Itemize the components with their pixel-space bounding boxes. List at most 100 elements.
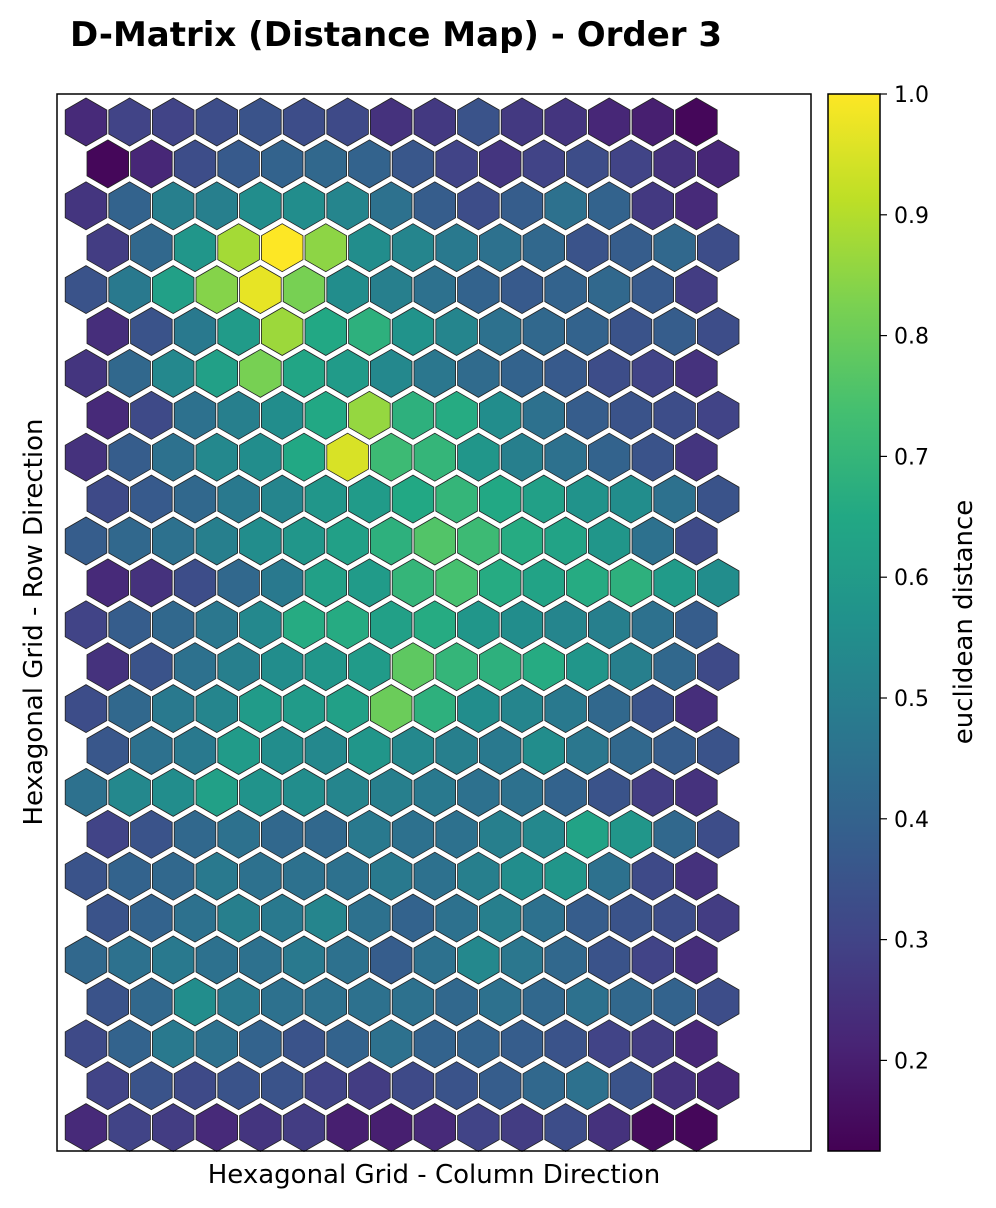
hex-cell — [544, 181, 587, 231]
hex-cell — [64, 684, 108, 734]
hex-cell — [86, 809, 130, 859]
hex-cell — [544, 348, 587, 398]
hex-cell — [369, 265, 413, 315]
hex-cell — [675, 97, 718, 147]
hex-cell — [500, 516, 544, 566]
hex-cell — [108, 348, 151, 398]
hex-cell — [391, 809, 435, 859]
hex-cell — [217, 390, 260, 440]
hex-cell — [282, 1103, 326, 1153]
hex-cell — [217, 223, 260, 273]
hex-cell — [304, 558, 348, 608]
hex-cell — [413, 432, 457, 482]
hex-cell — [348, 390, 391, 440]
hex-cell — [631, 684, 674, 734]
hex-cell — [64, 97, 108, 147]
hex-cell — [304, 977, 348, 1027]
hex-cell — [108, 600, 151, 650]
hex-cell — [413, 600, 457, 650]
hex-cell — [260, 558, 304, 608]
hex-cell — [195, 97, 239, 147]
hex-cell — [609, 474, 653, 524]
hex-cell — [566, 642, 609, 692]
hex-cell — [151, 432, 195, 482]
hex-cell — [478, 642, 522, 692]
hex-cell — [566, 390, 609, 440]
hex-cell — [675, 181, 718, 231]
hex-cell — [435, 223, 478, 273]
hex-cell — [239, 516, 282, 566]
hex-cell — [544, 767, 587, 817]
hex-cell — [631, 97, 674, 147]
hex-cell — [457, 851, 500, 901]
hex-cell — [239, 181, 282, 231]
hex-cell — [369, 432, 413, 482]
hex-cell — [130, 809, 173, 859]
hex-cell — [478, 809, 522, 859]
hex-cell — [348, 558, 391, 608]
hex-cell — [326, 181, 369, 231]
hex-cell — [348, 642, 391, 692]
hex-cell — [282, 97, 326, 147]
hex-cell — [522, 223, 565, 273]
hex-cell — [478, 977, 522, 1027]
hex-cell — [697, 223, 740, 273]
hex-cell — [522, 726, 565, 775]
hex-cell — [130, 726, 173, 775]
hex-cell — [64, 181, 108, 231]
hex-cell — [108, 181, 151, 231]
hex-cell — [239, 767, 282, 817]
hex-cell — [522, 642, 565, 692]
hex-cell — [108, 684, 151, 734]
hex-cell — [108, 97, 151, 147]
hex-cell — [108, 265, 151, 315]
hex-cell — [151, 851, 195, 901]
hex-cell — [675, 935, 718, 985]
hex-cell — [369, 851, 413, 901]
hex-cell — [326, 935, 369, 985]
colorbar-tick-label: 0.8 — [894, 325, 929, 350]
hex-cell — [304, 1061, 348, 1111]
hex-cell — [369, 181, 413, 231]
hex-cell — [86, 1061, 130, 1111]
hex-cell — [631, 1019, 674, 1069]
hex-cell — [500, 935, 544, 985]
hex-cell — [130, 223, 173, 273]
hex-cell — [609, 893, 653, 943]
hex-cell — [697, 139, 740, 189]
hex-cell — [64, 935, 108, 985]
hex-cell — [64, 265, 108, 315]
hex-cell — [653, 223, 696, 273]
hex-cell — [282, 767, 326, 817]
hex-cell — [675, 684, 718, 734]
hex-cell — [566, 474, 609, 524]
hex-cell — [64, 516, 108, 566]
hex-cell — [391, 1061, 435, 1111]
hex-cell — [108, 851, 151, 901]
hex-cell — [282, 348, 326, 398]
hex-cell — [151, 935, 195, 985]
hex-cell — [457, 432, 500, 482]
hex-cell — [500, 600, 544, 650]
hex-cell — [675, 516, 718, 566]
hex-cell — [697, 893, 740, 943]
hex-cell — [304, 474, 348, 524]
hex-cell — [282, 851, 326, 901]
hex-cell — [653, 642, 696, 692]
hex-cell — [173, 809, 217, 859]
hex-cell — [260, 1061, 304, 1111]
hex-cell — [108, 1103, 151, 1153]
hex-cell — [588, 97, 631, 147]
hex-cell — [697, 726, 740, 775]
hex-cell — [522, 977, 565, 1027]
hex-cell — [369, 935, 413, 985]
colorbar-tick-label: 0.7 — [894, 445, 929, 470]
hex-cell — [609, 809, 653, 859]
hex-cell — [260, 390, 304, 440]
hex-cell — [369, 600, 413, 650]
y-axis-label: Hexagonal Grid - Row Direction — [19, 419, 49, 826]
hex-cell — [522, 139, 565, 189]
hex-cell — [195, 684, 239, 734]
hex-cell — [588, 1019, 631, 1069]
hex-cell — [631, 935, 674, 985]
